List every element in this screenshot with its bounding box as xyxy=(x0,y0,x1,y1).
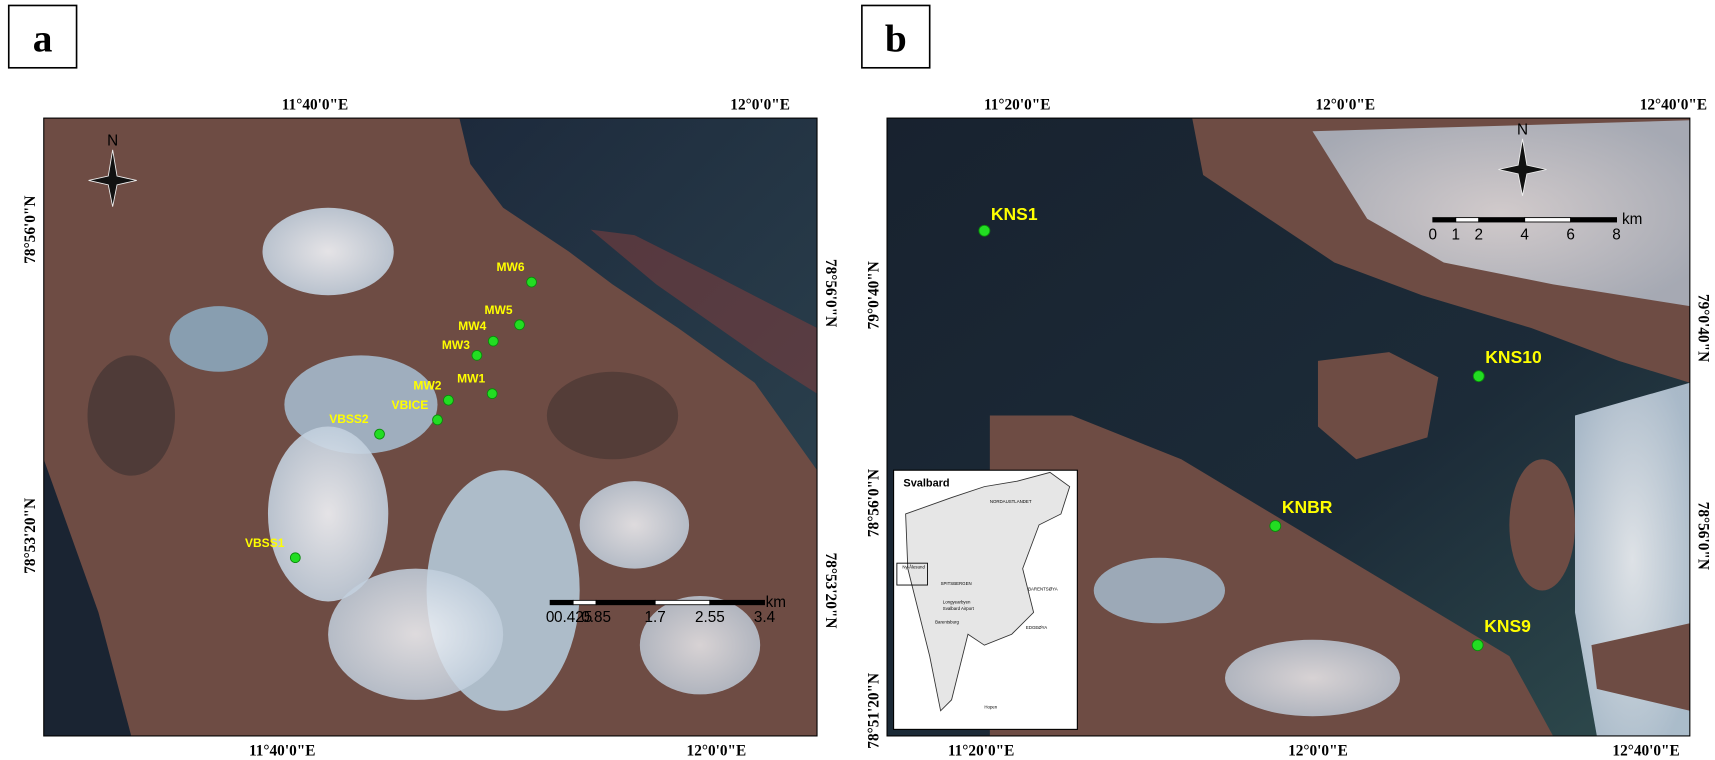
scale-segment xyxy=(1479,218,1525,222)
scale-label: 8 xyxy=(1612,226,1621,243)
site-label: MW6 xyxy=(497,260,525,274)
site-marker xyxy=(433,415,443,425)
inset-label: SPITSBERGEN xyxy=(941,581,972,586)
scale-label: 1 xyxy=(1452,226,1461,243)
inset-label: Ny-Ålesund xyxy=(902,565,925,570)
bottom-coord-label: 12°0'0"E xyxy=(1288,743,1348,760)
left-coord-label: 78°56'0"N xyxy=(865,469,882,537)
site-marker xyxy=(515,320,525,330)
scale-unit: km xyxy=(1622,211,1642,228)
top-coord-label: 11°20'0"E xyxy=(984,96,1050,113)
site-marker xyxy=(444,395,454,405)
inset-label: Barentsburg xyxy=(935,619,959,624)
inset-label: BARENTSØYA xyxy=(1028,587,1058,592)
site-marker xyxy=(488,336,498,346)
inset-label: NORDAUSTLANDET xyxy=(990,499,1032,504)
site-label: KNBR xyxy=(1282,497,1333,517)
top-coord-label: 12°0'0"E xyxy=(730,96,790,113)
scale-segment xyxy=(596,600,655,604)
site-marker xyxy=(290,553,300,563)
panel-label: b xyxy=(885,16,907,60)
inset-label: Hopen xyxy=(984,705,997,710)
site-marker xyxy=(375,429,385,439)
scale-segment xyxy=(1456,218,1479,222)
panel-label: a xyxy=(33,16,53,60)
site-marker xyxy=(527,277,537,287)
site-label: KNS10 xyxy=(1485,347,1541,367)
scale-segment xyxy=(655,600,710,604)
bottom-coord-label: 11°20'0"E xyxy=(948,743,1014,760)
north-label: N xyxy=(1517,122,1528,139)
inset-map xyxy=(894,470,1078,729)
scale-label: 0.85 xyxy=(581,609,611,626)
site-label: MW1 xyxy=(457,372,485,386)
scale-label: 6 xyxy=(1566,226,1575,243)
site-marker xyxy=(487,389,497,399)
scale-label: 4 xyxy=(1520,226,1529,243)
bottom-coord-label: 12°40'0"E xyxy=(1612,743,1679,760)
scale-label: 1.7 xyxy=(645,609,666,626)
site-label: MW2 xyxy=(413,378,441,392)
site-label: MW4 xyxy=(458,319,486,333)
top-coord-label: 12°0'0"E xyxy=(1315,96,1375,113)
left-coord-label: 78°53'20"N xyxy=(22,498,39,574)
right-coord-label: 78°56'0"N xyxy=(822,259,839,327)
map-a xyxy=(44,118,817,736)
site-marker xyxy=(1473,371,1484,382)
left-coord-label: 78°56'0"N xyxy=(22,196,39,264)
right-coord-label: 79°0'40"N xyxy=(1695,294,1712,362)
scale-segment xyxy=(1571,218,1617,222)
left-coord-label: 78°51'20"N xyxy=(865,673,882,749)
site-label: KNS1 xyxy=(991,204,1038,224)
site-label: MW3 xyxy=(442,338,470,352)
site-label: VBSS2 xyxy=(329,412,369,426)
site-label: VBSS1 xyxy=(245,536,285,550)
inset-label: EDGEØYA xyxy=(1026,625,1047,630)
scale-segment xyxy=(550,600,573,604)
bottom-coord-label: 11°40'0"E xyxy=(249,743,315,760)
bottom-coord-label: 12°0'0"E xyxy=(687,743,747,760)
top-coord-label: 11°40'0"E xyxy=(282,96,348,113)
site-marker xyxy=(979,225,990,236)
site-marker xyxy=(472,350,482,360)
inset-label: Longyearbyen xyxy=(943,600,971,605)
site-label: KNS9 xyxy=(1484,616,1531,636)
north-label: N xyxy=(107,132,118,149)
scale-segment xyxy=(573,600,596,604)
scale-segment xyxy=(1525,218,1571,222)
scale-segment xyxy=(710,600,765,604)
site-marker xyxy=(1472,640,1483,651)
site-marker xyxy=(1270,521,1281,532)
scale-label: 0 xyxy=(1429,226,1438,243)
right-coord-label: 78°56'0"N xyxy=(1695,502,1712,570)
site-label: VBICE xyxy=(392,398,429,412)
scale-label: 3.4 xyxy=(754,609,776,626)
inset-label: Svalbard Airport xyxy=(943,606,975,611)
scale-unit: km xyxy=(766,594,786,611)
figure: a 11°40'0"E 12°0'0"E 11°40'0"E 12°0'0"E 78°56… xyxy=(0,0,1715,760)
scale-label: 2.55 xyxy=(695,609,725,626)
top-coord-label: 12°40'0"E xyxy=(1640,96,1707,113)
left-coord-label: 79°0'40"N xyxy=(865,261,882,329)
inset-title: Svalbard xyxy=(903,478,949,490)
scale-label: 2 xyxy=(1474,226,1483,243)
scale-segment xyxy=(1433,218,1456,222)
site-label: MW5 xyxy=(485,303,513,317)
right-coord-label: 78°53'20"N xyxy=(822,553,839,629)
